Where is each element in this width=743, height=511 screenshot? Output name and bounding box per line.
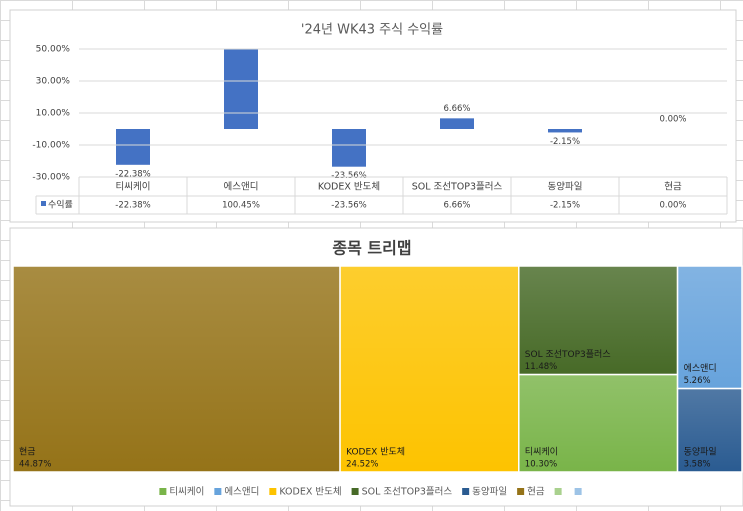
tile-value: 24.52%	[346, 460, 378, 470]
legend-label: SOL 조선TOP3플러스	[362, 487, 453, 498]
data-label: -2.15%	[550, 137, 580, 147]
tile-value: 11.48%	[525, 362, 557, 372]
legend-label: 에스앤디	[224, 487, 259, 498]
tile-label: SOL 조선TOP3플러스	[525, 349, 611, 360]
legend-swatch	[351, 488, 359, 495]
tile-value: 44.87%	[19, 460, 51, 470]
y-tick-label: -10.00%	[32, 141, 70, 151]
data-label: -23.56%	[331, 171, 366, 181]
tile-label: 에스앤디	[684, 363, 717, 374]
table-value: 0.00%	[659, 201, 686, 211]
x-tick-label: 동양파일	[548, 182, 583, 193]
treemap-tile	[12, 265, 341, 473]
y-tick-label: -30.00%	[32, 173, 70, 183]
table-value: -2.15%	[550, 201, 580, 211]
legend-label: 동양파일	[472, 487, 507, 498]
x-tick-label: 현금	[664, 182, 682, 193]
bar	[224, 49, 258, 130]
x-tick-label: SOL 조선TOP3플러스	[412, 182, 503, 193]
legend-swatch	[517, 488, 525, 495]
x-tick-label: KODEX 반도체	[318, 182, 380, 193]
tile-label: 티씨케이	[525, 447, 558, 458]
legend-label: 티씨케이	[169, 487, 204, 498]
chart-title: '24년 WK43 주식 수익률	[301, 23, 443, 38]
table-value: -22.38%	[115, 201, 150, 211]
legend-key	[41, 201, 46, 206]
y-tick-label: 10.00%	[36, 109, 71, 119]
tile-value: 3.58%	[684, 460, 711, 470]
bar	[116, 129, 150, 165]
tile-value: 5.26%	[684, 376, 711, 386]
table-value: 100.45%	[222, 201, 260, 211]
legend-label: KODEX 반도체	[279, 487, 341, 498]
data-label: -22.38%	[115, 169, 150, 179]
chart-title: 종목 트리맵	[332, 239, 411, 258]
tile-label: 현금	[19, 447, 36, 458]
table-value: 6.66%	[443, 201, 470, 211]
legend-swatch	[554, 488, 562, 495]
y-tick-label: 30.00%	[36, 77, 71, 87]
legend-label: 수익률	[48, 199, 73, 211]
tile-label: 동양파일	[684, 447, 717, 458]
legend-swatch	[214, 488, 222, 495]
tile-value: 10.30%	[525, 460, 557, 470]
bar	[440, 118, 474, 129]
treemap-tile	[339, 265, 520, 473]
chart-area	[9, 9, 737, 223]
bar	[332, 129, 366, 167]
legend-label: 현금	[527, 487, 545, 498]
legend-swatch	[269, 488, 277, 495]
legend-swatch	[159, 488, 167, 495]
legend-swatch	[462, 488, 470, 495]
x-tick-label: 에스앤디	[224, 182, 259, 193]
bar	[548, 129, 582, 133]
plot-area: -22.38%100.45%-23.56%6.66%-2.15%0.00%	[115, 49, 687, 181]
tile-label: KODEX 반도체	[346, 447, 405, 458]
x-tick-label: 티씨케이	[116, 182, 151, 193]
legend-swatch	[574, 488, 582, 495]
data-label: 0.00%	[659, 115, 686, 125]
y-tick-label: 50.00%	[36, 45, 71, 55]
data-label: 6.66%	[443, 104, 470, 114]
table-value: -23.56%	[331, 201, 366, 211]
